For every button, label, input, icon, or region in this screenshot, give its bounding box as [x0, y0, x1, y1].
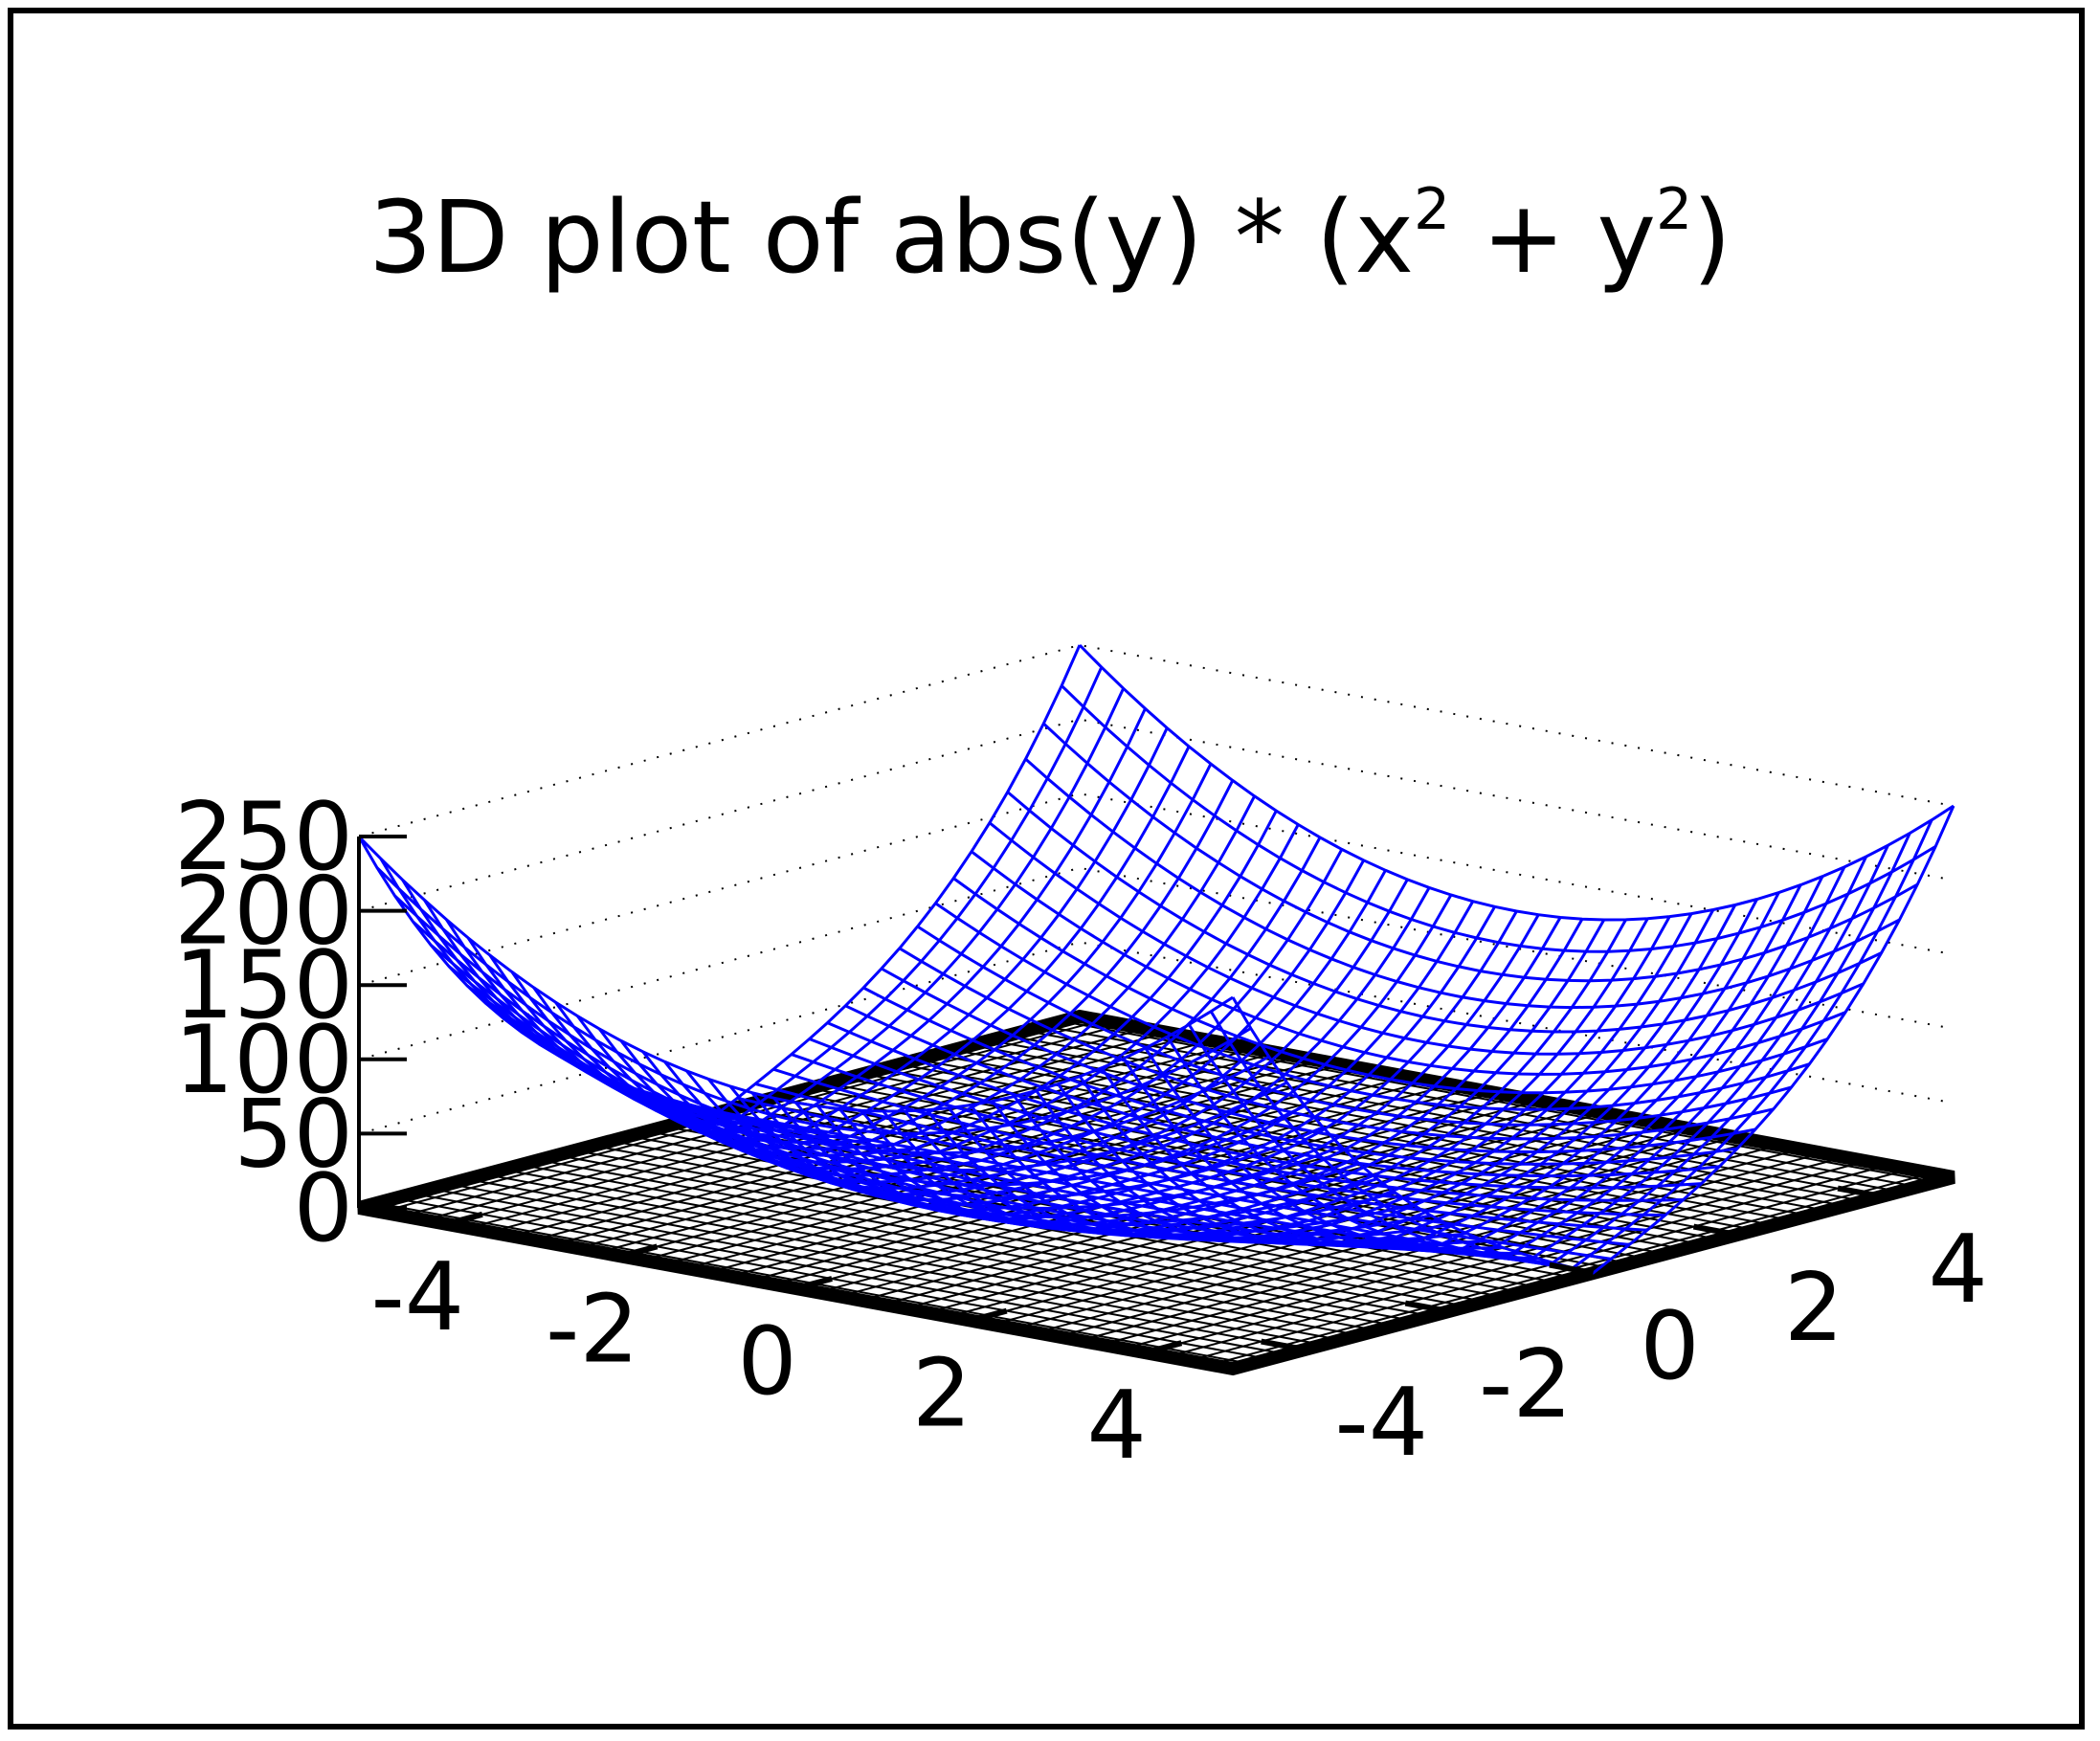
surface-line-x-32 — [934, 902, 1810, 1111]
surface-line-y-29 — [991, 908, 1715, 1243]
y-tick-label-1: -2 — [1479, 1330, 1573, 1440]
y-tick-1 — [1404, 1300, 1450, 1314]
z-tick-label-3: 150 — [174, 931, 353, 1040]
base-border — [357, 1009, 1955, 1376]
surface-line-x-29 — [881, 967, 1756, 1154]
surface-line-x-31 — [916, 925, 1792, 1127]
surface-line-x-39 — [1061, 684, 1936, 953]
z-tick-label-4: 200 — [174, 858, 353, 967]
surface-line-y-27 — [948, 915, 1671, 1240]
base-grid-y-24 — [791, 1092, 1665, 1255]
z-tick-label-1: 50 — [234, 1080, 353, 1189]
x-tick-label-0: -4 — [370, 1243, 464, 1352]
z-tick-label-5: 250 — [174, 783, 353, 892]
y-tick-label-4: 4 — [1929, 1216, 1988, 1325]
surface-line-x-25 — [809, 1038, 1684, 1202]
surface-line-y-25 — [904, 919, 1627, 1237]
surface-line-y-2 — [401, 687, 1126, 1122]
x-tick-label-3: 2 — [912, 1340, 972, 1449]
y-tick-4 — [1837, 1185, 1883, 1199]
surface-line-y-30 — [1013, 904, 1737, 1244]
surface-line-x-24 — [791, 1053, 1665, 1217]
surface-line-x-34 — [971, 850, 1846, 1076]
surface-line-x-23 — [772, 1067, 1648, 1232]
surface-line-y-23 — [860, 918, 1584, 1231]
surface-line-x-37 — [1024, 757, 1901, 1010]
plot-frame — [8, 8, 2085, 1730]
x-tick-label-2: 0 — [737, 1307, 796, 1417]
x-tick-1 — [620, 1243, 659, 1260]
base-grid-y-32 — [935, 1054, 1810, 1216]
x-tick-2 — [794, 1276, 833, 1291]
x-tick-label-4: 4 — [1087, 1372, 1147, 1481]
surface-line-x-27 — [844, 1004, 1720, 1178]
surface-line-x-35 — [988, 821, 1865, 1056]
x-tick-label-1: -2 — [546, 1275, 639, 1384]
y-tick-label-3: 2 — [1784, 1254, 1843, 1363]
z-tick-label-0: 0 — [294, 1154, 353, 1263]
surface-line-x-28 — [862, 986, 1738, 1166]
surface-line-x-33 — [952, 877, 1828, 1095]
y-tick-3 — [1692, 1223, 1738, 1238]
y-tick-2 — [1549, 1261, 1595, 1276]
base-grid-y-30 — [899, 1063, 1774, 1226]
chart-title: 3D plot of abs(y) * (x2 + y2) — [369, 176, 1731, 296]
surface-line-x-38 — [1042, 722, 1919, 983]
surface-line-x-21 — [736, 1096, 1612, 1261]
surface-line-x-40 — [1078, 643, 1955, 922]
surface-line-y-21 — [816, 913, 1540, 1225]
surface-line-x-36 — [1006, 791, 1883, 1034]
surface-line-y-32 — [1057, 891, 1780, 1247]
surface-line-x-22 — [754, 1082, 1630, 1246]
y-tick-label-2: 0 — [1640, 1292, 1699, 1401]
surface-line-y-33 — [1078, 883, 1802, 1249]
x-tick-3 — [970, 1307, 1008, 1324]
z-tick-label-2: 100 — [174, 1006, 353, 1115]
y-tick-0 — [1261, 1338, 1306, 1352]
x-tick-4 — [1144, 1340, 1183, 1356]
y-tick-label-0: -4 — [1334, 1369, 1428, 1478]
surface-line-x-30 — [899, 947, 1775, 1141]
x-tick-0 — [445, 1211, 483, 1227]
